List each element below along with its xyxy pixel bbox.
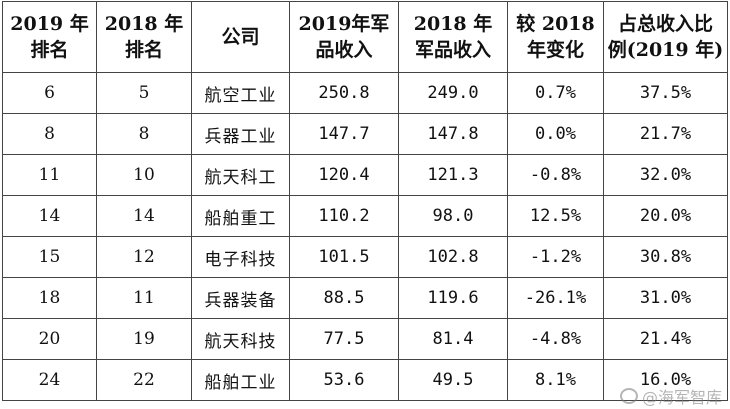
rank-2018-cell: 19 <box>96 318 192 360</box>
table-row: 24 22 船舶工业 53.6 49.5 8.1% 16.0% <box>2 359 728 401</box>
rank-2018-cell: 8 <box>96 113 192 155</box>
change-cell: -1.2% <box>507 236 604 278</box>
share-cell: 31.0% <box>603 277 728 319</box>
rank-2019-cell: 20 <box>2 318 97 360</box>
revenue-2018-cell: 121.3 <box>398 154 508 196</box>
header-rank-2018: 2018 年 排名 <box>96 1 192 73</box>
revenue-2019-cell: 120.4 <box>289 154 399 196</box>
revenue-2018-cell: 249.0 <box>398 72 508 114</box>
company-cell: 航天科工 <box>191 154 290 196</box>
revenue-2018-cell: 81.4 <box>398 318 508 360</box>
rank-2018-cell: 22 <box>96 359 192 401</box>
header-text: 2019 年 <box>10 13 89 35</box>
header-text: 军品收入 <box>414 39 491 61</box>
header-rank-2019: 2019 年 排名 <box>2 1 97 73</box>
table-row: 11 10 航天科工 120.4 121.3 -0.8% 32.0% <box>2 154 728 196</box>
header-text: 公司 <box>221 26 260 48</box>
header-company: 公司 <box>191 1 290 73</box>
change-cell: -0.8% <box>507 154 604 196</box>
header-text: 较 2018 <box>516 13 595 35</box>
table-row: 18 11 兵器装备 88.5 119.6 -26.1% 31.0% <box>2 277 728 319</box>
revenue-2019-cell: 101.5 <box>289 236 399 278</box>
share-cell: 30.8% <box>603 236 728 278</box>
rank-2018-cell: 14 <box>96 195 192 237</box>
rank-2018-cell: 5 <box>96 72 192 114</box>
rank-2019-cell: 6 <box>2 72 97 114</box>
change-cell: 12.5% <box>507 195 604 237</box>
header-share: 占总收入比 例(2019 年) <box>603 1 728 73</box>
table-row: 15 12 电子科技 101.5 102.8 -1.2% 30.8% <box>2 236 728 278</box>
company-cell: 航空工业 <box>191 72 290 114</box>
revenue-2019-cell: 110.2 <box>289 195 399 237</box>
header-text: 排名 <box>30 39 69 61</box>
share-cell: 37.5% <box>603 72 728 114</box>
header-text: 品收入 <box>315 39 373 61</box>
header-text: 2019年军 <box>298 13 390 35</box>
header-text: 占总收入比 <box>617 13 713 35</box>
revenue-2018-cell: 147.8 <box>398 113 508 155</box>
revenue-2019-cell: 250.8 <box>289 72 399 114</box>
rank-2019-cell: 14 <box>2 195 97 237</box>
rank-2019-cell: 24 <box>2 359 97 401</box>
rank-2019-cell: 15 <box>2 236 97 278</box>
header-text: 例(2019 年) <box>607 39 724 61</box>
table-header-row: 2019 年 排名 2018 年 排名 公司 2019年军 品收入 2018 年… <box>2 1 728 73</box>
revenue-2019-cell: 88.5 <box>289 277 399 319</box>
share-cell: 32.0% <box>603 154 728 196</box>
revenue-2018-cell: 102.8 <box>398 236 508 278</box>
company-cell: 船舶重工 <box>191 195 290 237</box>
rank-2019-cell: 11 <box>2 154 97 196</box>
watermark-text: @海军智库 <box>641 388 722 407</box>
revenue-2018-cell: 119.6 <box>398 277 508 319</box>
watermark: @海军智库 <box>619 385 722 407</box>
rank-2018-cell: 10 <box>96 154 192 196</box>
rank-2018-cell: 11 <box>96 277 192 319</box>
header-text: 2018 年 <box>104 13 184 35</box>
revenue-2018-cell: 49.5 <box>398 359 508 401</box>
header-revenue-2018: 2018 年 军品收入 <box>398 1 508 73</box>
company-cell: 电子科技 <box>191 236 290 278</box>
company-cell: 航天科技 <box>191 318 290 360</box>
company-cell: 兵器工业 <box>191 113 290 155</box>
change-cell: -4.8% <box>507 318 604 360</box>
company-cell: 兵器装备 <box>191 277 290 319</box>
company-cell: 船舶工业 <box>191 359 290 401</box>
rank-2019-cell: 8 <box>2 113 97 155</box>
share-cell: 20.0% <box>603 195 728 237</box>
revenue-2018-cell: 98.0 <box>398 195 508 237</box>
table-row: 14 14 船舶重工 110.2 98.0 12.5% 20.0% <box>2 195 728 237</box>
revenue-2019-cell: 53.6 <box>289 359 399 401</box>
change-cell: 0.0% <box>507 113 604 155</box>
header-revenue-2019: 2019年军 品收入 <box>289 1 399 73</box>
revenue-2019-cell: 77.5 <box>289 318 399 360</box>
rank-2019-cell: 18 <box>2 277 97 319</box>
share-cell: 21.7% <box>603 113 728 155</box>
share-cell: 21.4% <box>603 318 728 360</box>
change-cell: 0.7% <box>507 72 604 114</box>
ranking-table: 2019 年 排名 2018 年 排名 公司 2019年军 品收入 2018 年… <box>2 1 728 401</box>
header-text: 2018 年 <box>413 13 493 35</box>
header-text: 年变化 <box>526 39 584 61</box>
table-row: 20 19 航天科技 77.5 81.4 -4.8% 21.4% <box>2 318 728 360</box>
table-row: 6 5 航空工业 250.8 249.0 0.7% 37.5% <box>2 72 728 114</box>
revenue-2019-cell: 147.7 <box>289 113 399 155</box>
header-change: 较 2018 年变化 <box>507 1 604 73</box>
change-cell: 8.1% <box>507 359 604 401</box>
header-text: 排名 <box>124 39 163 61</box>
weibo-logo-icon <box>619 388 638 404</box>
table-row: 8 8 兵器工业 147.7 147.8 0.0% 21.7% <box>2 113 728 155</box>
rank-2018-cell: 12 <box>96 236 192 278</box>
change-cell: -26.1% <box>507 277 604 319</box>
